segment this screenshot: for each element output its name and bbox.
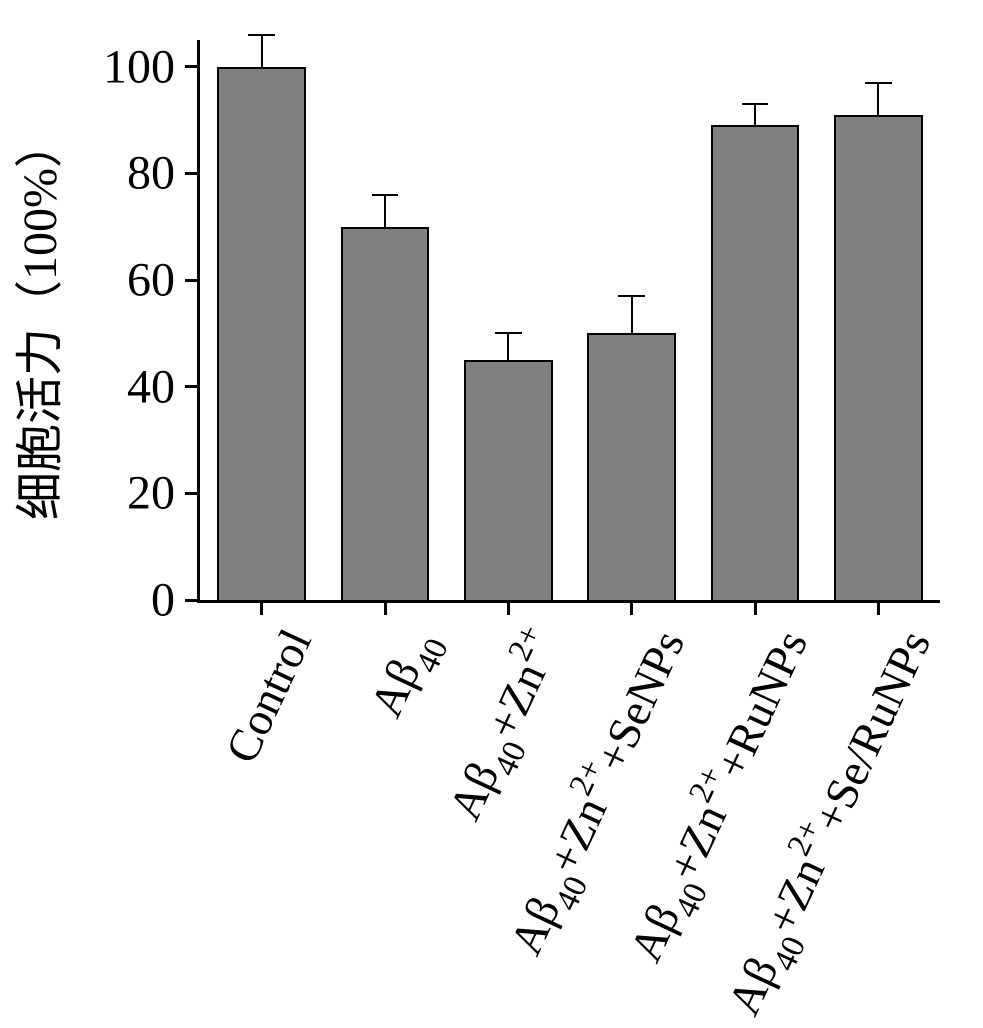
x-tick (507, 603, 510, 615)
x-tick (384, 603, 387, 615)
error-bar-cap (742, 103, 769, 105)
y-tick (185, 385, 197, 388)
y-tick-label: 40 (65, 359, 175, 414)
error-bar-cap (372, 194, 399, 196)
y-tick-label: 60 (65, 253, 175, 308)
y-tick (185, 599, 197, 602)
plot-area: 020406080100ControlAβ40Aβ40+Zn2+Aβ40+Zn2… (200, 40, 940, 600)
x-tick-label: Control (214, 621, 321, 771)
x-tick (877, 603, 880, 615)
error-bar-cap (495, 332, 522, 334)
y-tick (185, 279, 197, 282)
y-tick-label: 0 (65, 573, 175, 628)
bar (711, 125, 800, 600)
x-tick (260, 603, 263, 615)
bar (217, 67, 306, 600)
error-bar-stem (384, 195, 386, 227)
cell-viability-bar-chart: 020406080100ControlAβ40Aβ40+Zn2+Aβ40+Zn2… (0, 0, 983, 1000)
bar (341, 227, 430, 600)
x-tick (630, 603, 633, 615)
error-bar-stem (754, 104, 756, 125)
bar (587, 333, 676, 600)
error-bar-cap (248, 34, 275, 36)
y-tick-label: 100 (65, 39, 175, 94)
y-tick (185, 492, 197, 495)
error-bar-stem (877, 83, 879, 115)
x-tick (754, 603, 757, 615)
x-tick-label: Aβ40 (359, 621, 452, 728)
y-tick-label: 20 (65, 466, 175, 521)
bar (464, 360, 553, 600)
y-axis-label: 细胞活力（100%） (0, 120, 70, 520)
error-bar-cap (618, 295, 645, 297)
y-tick (185, 65, 197, 68)
error-bar-stem (631, 296, 633, 333)
error-bar-stem (261, 35, 263, 67)
bar (834, 115, 923, 600)
x-tick-label: Aβ40+Zn2+ (435, 621, 579, 831)
y-tick (185, 172, 197, 175)
y-axis-line (197, 40, 200, 603)
x-axis-line (197, 600, 940, 603)
error-bar-stem (507, 333, 509, 360)
error-bar-cap (865, 82, 892, 84)
y-tick-label: 80 (65, 146, 175, 201)
